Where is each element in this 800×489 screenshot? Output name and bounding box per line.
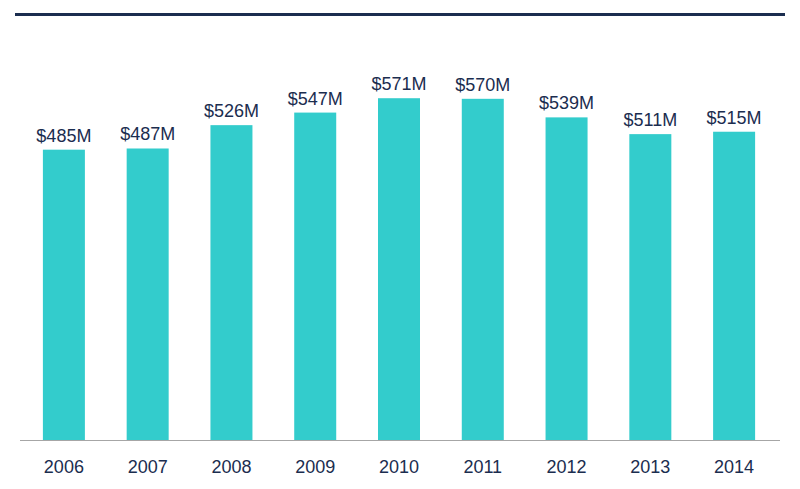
bar	[546, 117, 588, 440]
data-label: $539M	[539, 93, 594, 113]
bar	[210, 125, 252, 440]
x-tick-label: 2013	[630, 457, 670, 477]
x-tick-label: 2014	[714, 457, 754, 477]
x-tick-label: 2010	[379, 457, 419, 477]
x-axis-line	[20, 440, 780, 441]
bar	[378, 98, 420, 440]
bars	[43, 98, 755, 440]
chart-svg: $485M 2006 $487M 2007 $526M 2008 $547M 2009 $571…	[0, 0, 800, 489]
bar	[629, 134, 671, 440]
data-label: $487M	[120, 124, 175, 144]
bar	[43, 150, 85, 440]
data-label: $547M	[288, 89, 343, 109]
x-tick-label: 2009	[295, 457, 335, 477]
x-tick-label: 2011	[463, 457, 502, 477]
data-label: $570M	[455, 75, 510, 95]
chart-container: $485M 2006 $487M 2007 $526M 2008 $547M 2009 $571…	[0, 0, 800, 489]
data-label: $515M	[707, 108, 762, 128]
x-tick-label: 2007	[128, 457, 168, 477]
bar	[713, 132, 755, 440]
x-tick-label: 2006	[44, 457, 84, 477]
data-label: $511M	[623, 110, 677, 130]
data-label: $571M	[371, 74, 426, 94]
data-label: $526M	[204, 101, 259, 121]
bar	[127, 148, 169, 440]
top-rule	[15, 13, 785, 16]
labels: $485M 2006 $487M 2007 $526M 2008 $547M 2009 $571…	[36, 74, 761, 477]
bar	[462, 99, 504, 440]
x-tick-label: 2008	[211, 457, 251, 477]
bar	[294, 113, 336, 440]
data-label: $485M	[36, 126, 91, 146]
x-tick-label: 2012	[547, 457, 587, 477]
